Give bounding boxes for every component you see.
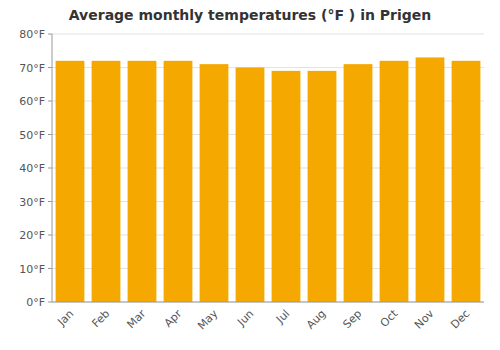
grid-line	[52, 302, 484, 303]
bars	[56, 57, 481, 302]
bar	[92, 61, 121, 302]
bar	[308, 71, 337, 302]
y-tick-mark	[48, 201, 52, 202]
y-tick-label: 80°F	[19, 28, 45, 41]
bar	[272, 71, 301, 302]
y-tick-mark	[48, 101, 52, 102]
grid-line	[52, 34, 484, 35]
x-tick-label: Jul	[273, 307, 292, 326]
x-tick-label: Oct	[378, 307, 401, 330]
y-tick-mark	[48, 268, 52, 269]
bar	[236, 68, 265, 303]
y-tick-mark	[48, 302, 52, 303]
x-tick-label: Mar	[124, 307, 148, 331]
x-tick-label: Jan	[54, 307, 76, 329]
y-tick-mark	[48, 235, 52, 236]
grid	[52, 34, 484, 302]
x-tick-label: Jun	[234, 307, 256, 329]
bar	[452, 61, 481, 302]
x-tick-label: Dec	[448, 307, 472, 331]
y-tick-label: 40°F	[19, 162, 45, 175]
x-axis-ticks: Jan Feb Mar Apr May Jun Jul Aug Sep Oct Nov Dec	[54, 307, 472, 333]
y-tick-mark	[48, 34, 52, 35]
bar	[380, 61, 409, 302]
bar	[164, 61, 193, 302]
x-axis-line	[52, 302, 484, 303]
x-tick-label: Sep	[341, 307, 365, 331]
title: Average monthly temperatures (°F ) in Pr…	[69, 7, 431, 23]
y-tick-mark	[48, 168, 52, 169]
x-tick-label: May	[195, 307, 221, 333]
y-tick-label: 30°F	[19, 196, 45, 209]
x-tick-label: Feb	[89, 307, 112, 330]
x-tick-label: Aug	[304, 307, 328, 331]
bar	[416, 57, 445, 302]
y-tick-mark	[48, 67, 52, 68]
y-tick-label: 70°F	[19, 62, 45, 75]
y-tick-label: 50°F	[19, 129, 45, 142]
y-tick-label: 60°F	[19, 95, 45, 108]
bar	[344, 64, 373, 302]
y-axis-line	[52, 34, 53, 302]
y-tick-label: 20°F	[19, 229, 45, 242]
bar	[200, 64, 229, 302]
chart-container: Average monthly temperatures (°F ) in Pr…	[0, 0, 500, 350]
x-tick-label: Apr	[162, 307, 185, 330]
page: {"chart_data": {"type": "bar", "title": …	[0, 0, 500, 350]
y-axis-ticks: 0°F 10°F 20°F 30°F 40°F 50°F 60°F 70°F 80°F	[19, 28, 52, 309]
chart-svg: Average monthly temperatures (°F ) in Pr…	[0, 0, 500, 350]
bar	[56, 61, 85, 302]
y-tick-mark	[48, 134, 52, 135]
x-tick-label: Nov	[412, 307, 437, 332]
y-tick-label: 0°F	[26, 296, 45, 309]
bar	[128, 61, 157, 302]
y-tick-label: 10°F	[19, 263, 45, 276]
